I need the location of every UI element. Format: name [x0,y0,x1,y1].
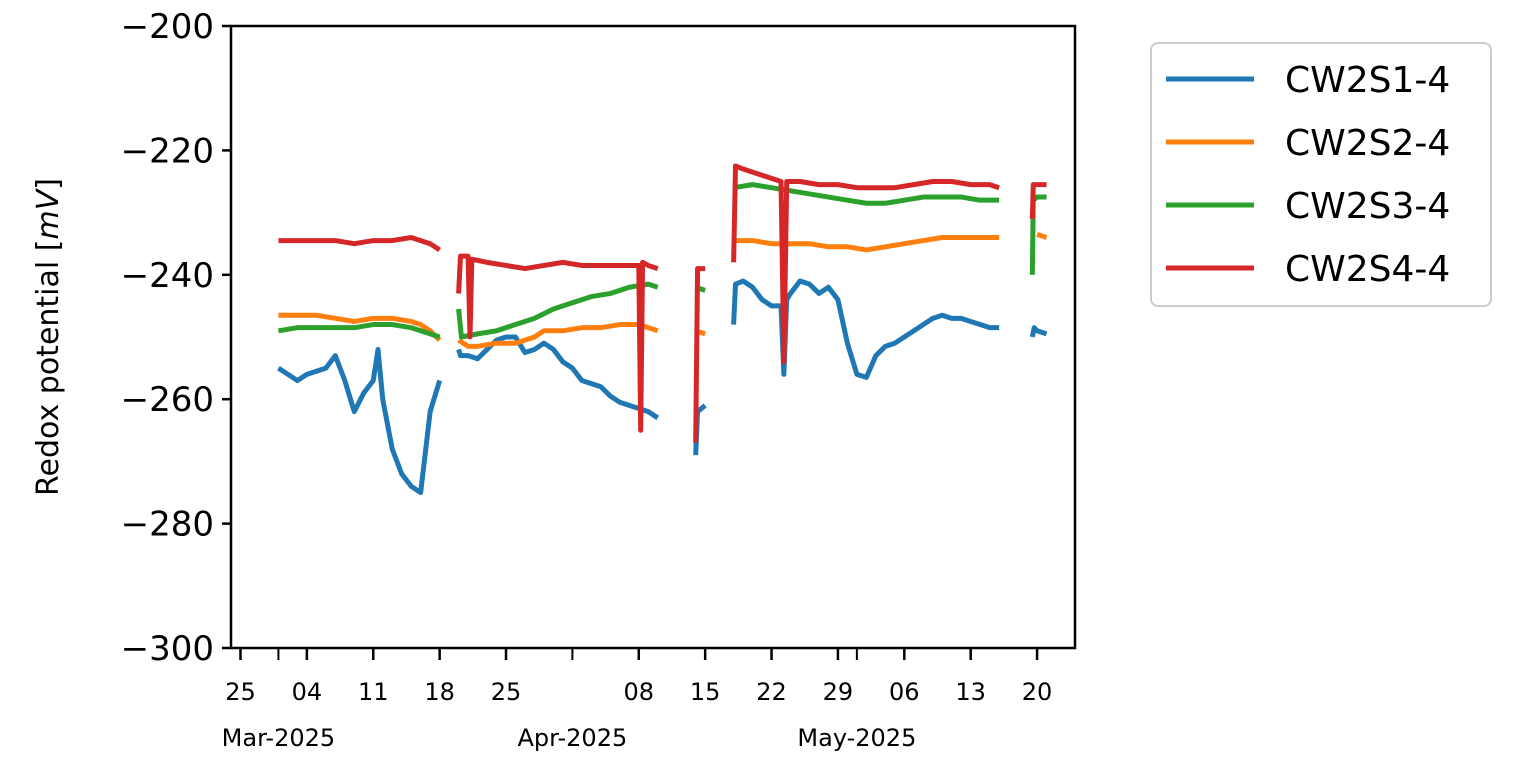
y-tick-label: −240 [121,256,214,296]
legend-items: CW2S1-4 CW2S2-4 CW2S3-4 CW2S4-4 [1166,60,1450,290]
y-axis-title-text: Redox potential [ [31,240,66,496]
x-tick-label: 13 [955,678,986,706]
x-tick-label: 25 [491,678,522,706]
x-month-label: Apr-2025 [518,724,628,752]
x-month-label: Mar-2025 [222,724,335,752]
series-line [1036,231,1048,240]
x-month-label: May-2025 [797,724,916,752]
series-CW2S4-4 [278,163,1047,443]
series-line [1029,182,1047,219]
legend: CW2S1-4 CW2S2-4 CW2S3-4 CW2S4-4 [1150,42,1492,307]
legend-box [1150,42,1492,307]
series-line [457,322,659,349]
x-tick-label: 18 [424,678,455,706]
series-line [693,266,706,443]
x-tick-label: 08 [624,678,655,706]
series-layer [277,163,1048,495]
series-line [278,234,442,253]
series-CW2S1-4 [277,278,1048,495]
y-tick-label: −300 [121,629,214,669]
legend-entry: CW2S1-4 [1166,60,1450,101]
x-tick-label: 29 [823,678,854,706]
legend-label: CW2S1-4 [1285,60,1450,101]
y-tick-label: −200 [121,7,214,47]
legend-label: CW2S2-4 [1285,123,1450,164]
y-axis: −200 −220 −240 −260 −280 −300 [121,7,231,669]
y-axis-title: Redox potential [mV] [31,178,66,496]
plot-frame [229,24,1077,650]
x-tick-label: 20 [1022,678,1053,706]
legend-entry: CW2S2-4 [1166,123,1450,164]
series-line [456,281,659,340]
series-line [456,334,660,420]
series-line [277,346,443,495]
y-tick-label: −280 [121,505,214,545]
x-tick-label: 04 [292,678,323,706]
y-axis-title-unit: mV [31,187,66,239]
series-line [456,253,659,433]
x-tick-label: 11 [358,678,389,706]
y-axis-title-close: ] [31,178,66,190]
y-tick-label: −260 [121,380,214,420]
series-CW2S3-4 [278,182,1047,340]
x-tick-label: 06 [889,678,920,706]
series-line [733,182,1000,206]
series-line [278,322,441,340]
series-line [1029,325,1048,338]
series-line [733,234,1000,253]
x-tick-label: 25 [225,678,256,706]
legend-entry: CW2S3-4 [1166,186,1450,227]
series-line [278,312,442,342]
x-tick-label: 15 [690,678,721,706]
legend-label: CW2S4-4 [1285,249,1450,290]
x-tick-label: 22 [756,678,787,706]
series-line [731,163,1000,365]
x-axis: 25 04 11 18 25 08 15 22 29 06 13 20 Mar-2025 Apr-2025… [222,648,1053,752]
series-CW2S2-4 [278,231,1048,349]
legend-label: CW2S3-4 [1285,186,1450,227]
legend-entry: CW2S4-4 [1166,249,1450,290]
series-line [731,278,1000,380]
y-tick-label: −220 [121,131,214,171]
